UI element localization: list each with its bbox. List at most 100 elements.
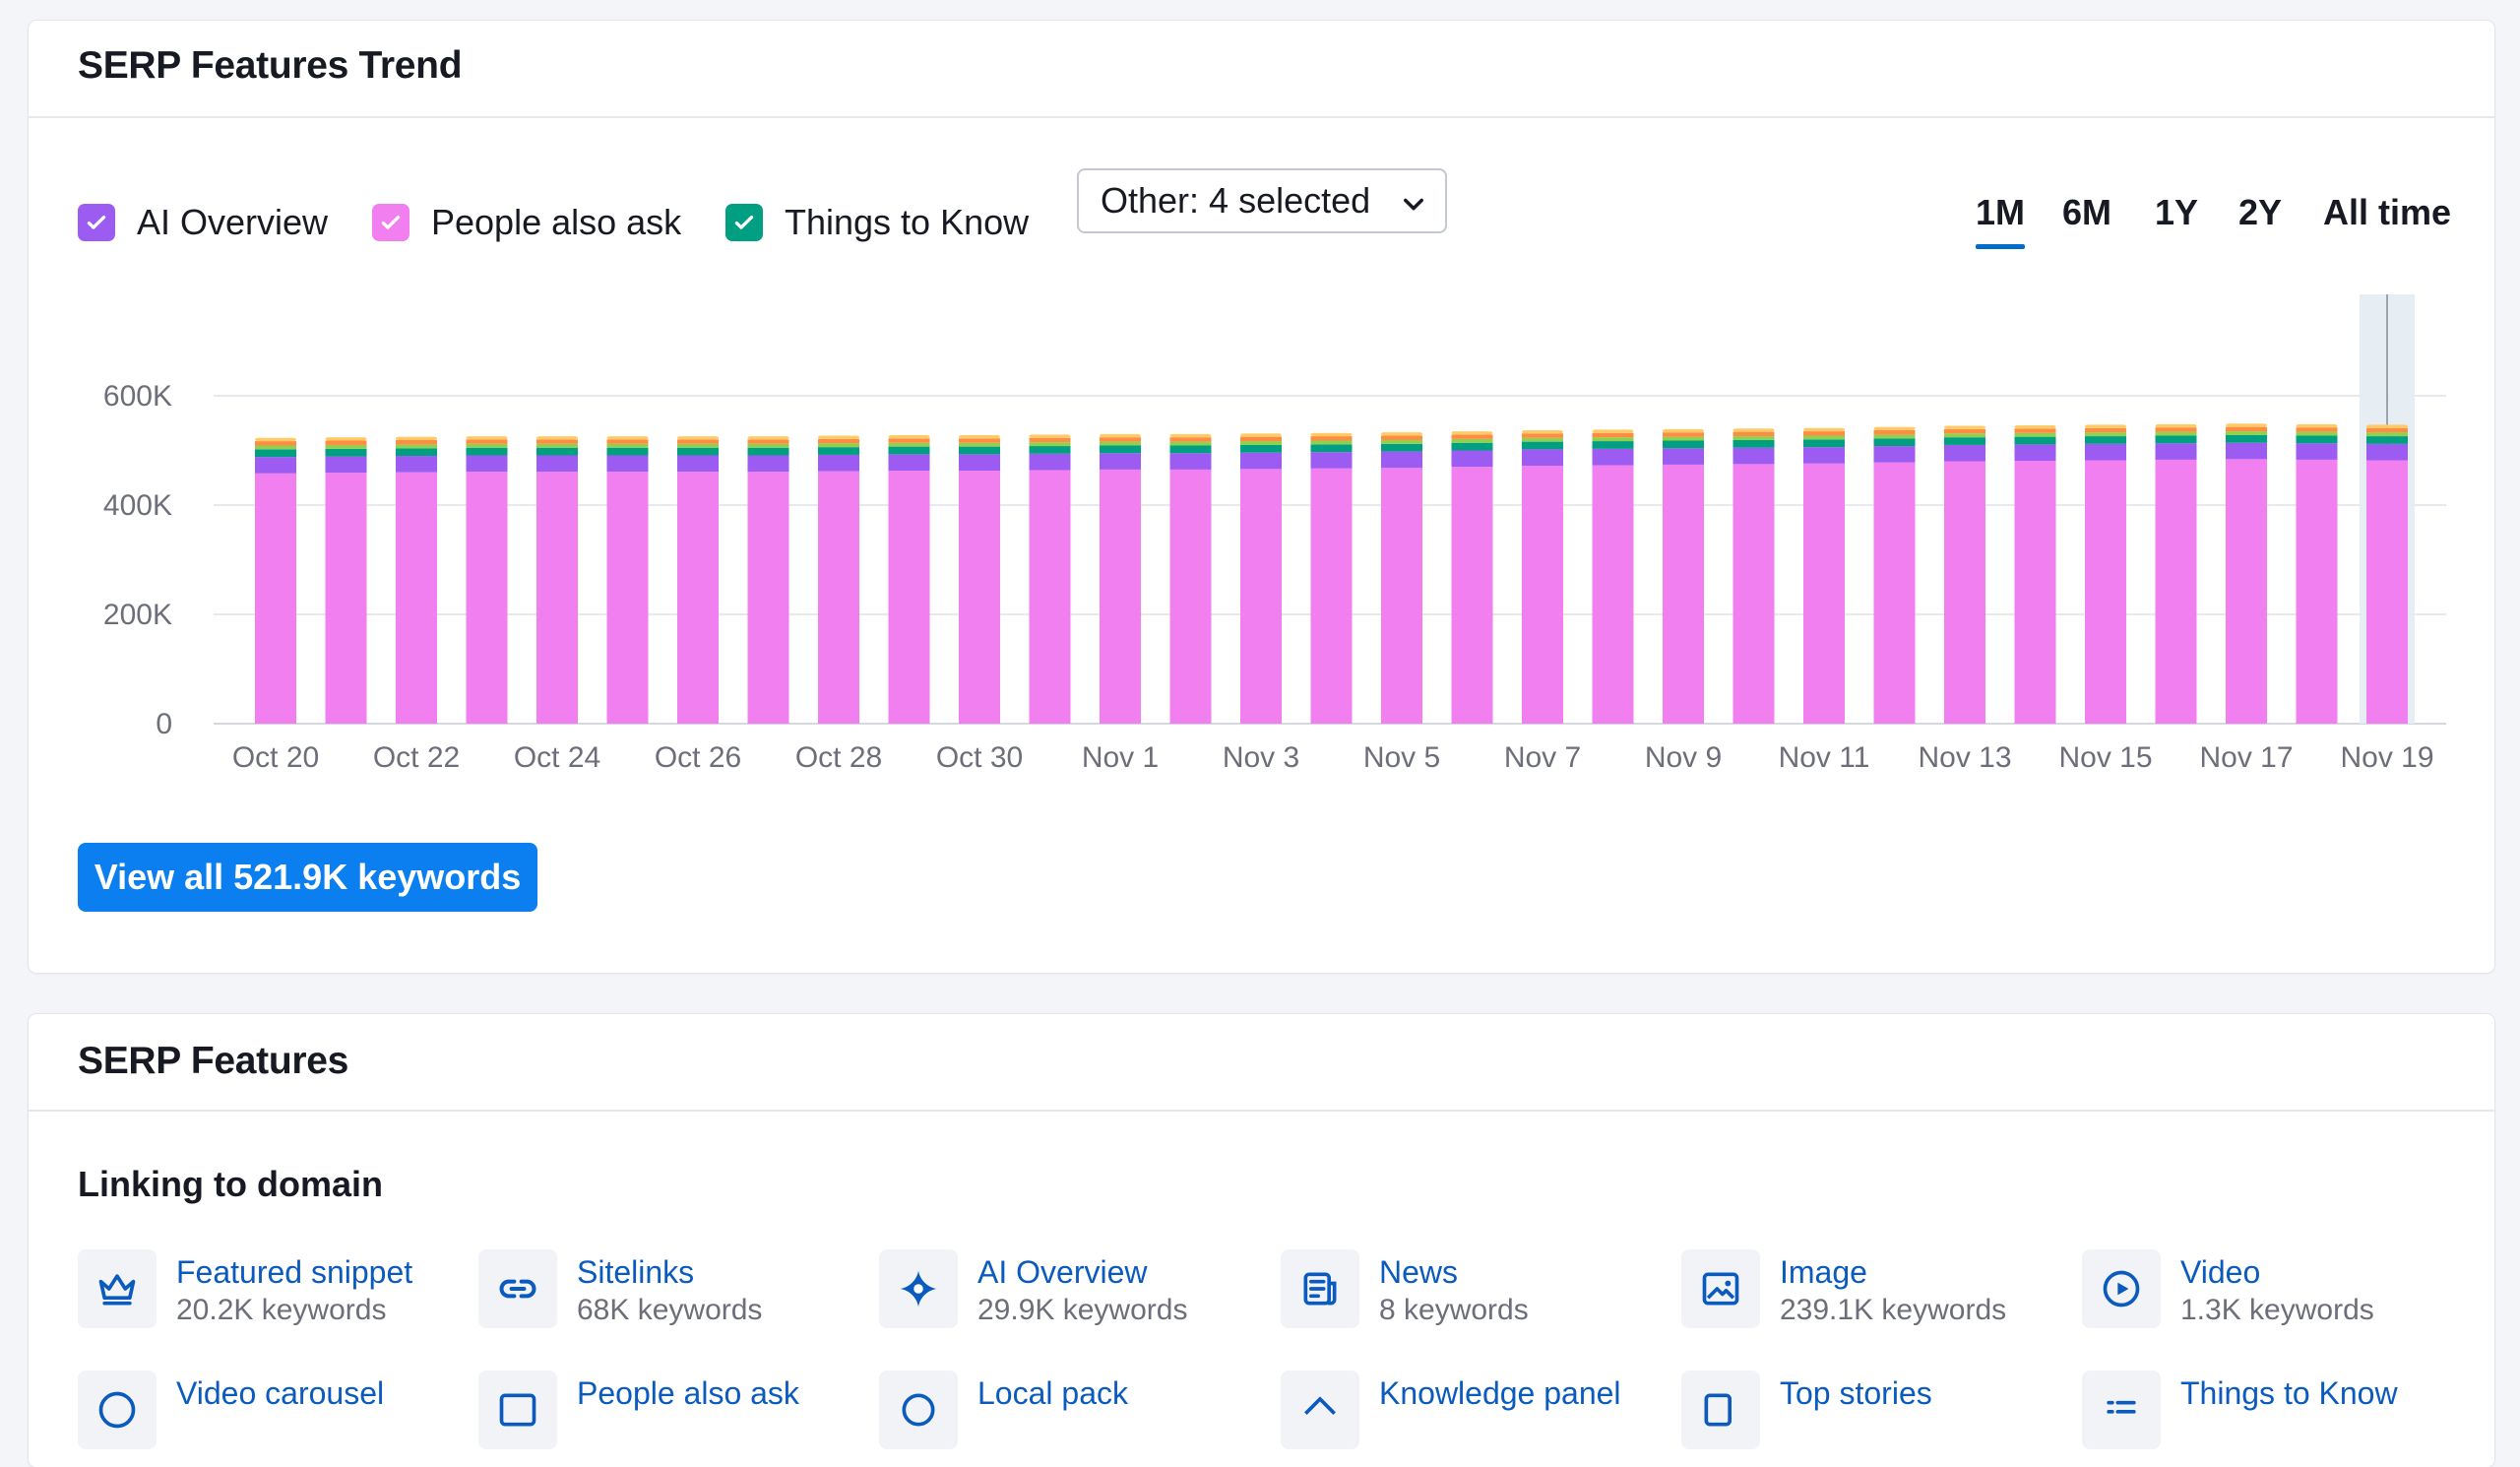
bar-segment	[1240, 441, 1282, 445]
view-all-keywords-button[interactable]: View all 521.9K keywords	[78, 843, 537, 912]
bar-segment	[1381, 432, 1422, 436]
tab-6m[interactable]: 6M	[2062, 192, 2112, 232]
feature-ai-overview[interactable]: AI Overview 29.9K keywords	[879, 1249, 1187, 1330]
bar-segment	[1944, 433, 1985, 438]
bar-stack[interactable]	[466, 436, 508, 724]
chevron-down-icon	[1404, 198, 1423, 211]
bar-stack[interactable]	[1451, 431, 1493, 724]
feature-name[interactable]: AI Overview	[977, 1254, 1148, 1290]
feature-name[interactable]: Top stories	[1780, 1375, 1932, 1411]
bar-segment	[1803, 431, 1845, 436]
legend-things-to-know[interactable]: Things to Know	[725, 180, 1029, 265]
feature-name[interactable]: Local pack	[977, 1375, 1128, 1411]
tab-1m[interactable]: 1M	[1976, 178, 2026, 249]
bar-segment	[1522, 429, 1563, 434]
bar-stack[interactable]	[677, 436, 719, 724]
bar-stack[interactable]	[888, 434, 930, 724]
bar-stack[interactable]	[2226, 423, 2267, 724]
bar-segment	[536, 472, 578, 724]
bar-stack[interactable]	[536, 436, 578, 724]
y-tick-label: 0	[156, 708, 172, 740]
feature-local-pack[interactable]: Local pack	[879, 1371, 1128, 1451]
bar-stack[interactable]	[1240, 433, 1282, 724]
bar-stack[interactable]	[396, 436, 437, 724]
bar-segment	[396, 448, 437, 457]
bar-segment	[1873, 434, 1916, 439]
tab-2y[interactable]: 2Y	[2238, 192, 2283, 232]
legend-people-also-ask[interactable]: People also ask	[372, 180, 681, 265]
bar-stack[interactable]	[1029, 434, 1071, 724]
feature-name[interactable]: Featured snippet	[176, 1254, 413, 1290]
bar-segment	[606, 439, 649, 444]
bar-stack[interactable]	[818, 435, 859, 724]
bar-stack[interactable]	[2360, 294, 2415, 724]
bar-stack[interactable]	[1522, 429, 1563, 724]
checkbox-checked-icon[interactable]	[725, 204, 763, 241]
bar-stack[interactable]	[255, 437, 296, 724]
feature-name[interactable]: News	[1379, 1254, 1459, 1290]
bar-stack[interactable]	[1169, 433, 1212, 724]
checkbox-checked-icon[interactable]	[372, 204, 410, 241]
bar-stack[interactable]	[2155, 423, 2197, 724]
bar-segment	[1310, 436, 1353, 441]
x-tick-label: Oct 24	[514, 741, 600, 774]
legend-label: Things to Know	[785, 202, 1030, 242]
bar-segment	[1592, 432, 1634, 438]
bar-stack[interactable]	[1100, 433, 1141, 724]
news-icon	[1281, 1249, 1359, 1328]
x-tick-label: Nov 5	[1363, 741, 1440, 774]
bar-stack[interactable]	[959, 434, 1000, 724]
bar-segment	[2085, 460, 2126, 724]
bar-stack[interactable]	[2085, 424, 2126, 724]
bar-stack[interactable]	[1663, 428, 1704, 724]
legend-ai-overview[interactable]: AI Overview	[78, 180, 328, 265]
bar-stack[interactable]	[1803, 427, 1845, 724]
bar-segment	[1240, 452, 1282, 470]
bar-segment	[2085, 443, 2126, 461]
feature-name[interactable]: Knowledge panel	[1379, 1375, 1621, 1411]
feature-name[interactable]: Image	[1780, 1254, 1867, 1290]
other-features-dropdown[interactable]: Other: 4 selected	[1077, 168, 1447, 233]
bar-stack[interactable]	[1310, 432, 1353, 724]
bar-stack[interactable]	[1873, 426, 1916, 724]
bar-segment	[325, 448, 367, 457]
feature-name[interactable]: Video carousel	[176, 1375, 385, 1411]
feature-things-to-know[interactable]: Things to Know	[2082, 1371, 2398, 1451]
x-tick-label: Nov 13	[1918, 741, 2011, 774]
bar-stack[interactable]	[1381, 432, 1422, 724]
bar-stack[interactable]	[1944, 425, 1985, 724]
bar-stack[interactable]	[1592, 429, 1634, 724]
feature-video[interactable]: Video 1.3K keywords	[2082, 1249, 2374, 1330]
bar-segment	[2226, 423, 2267, 427]
feature-knowledge-panel[interactable]: Knowledge panel	[1281, 1371, 1621, 1451]
bar-stack[interactable]	[1732, 428, 1775, 724]
bar-stack[interactable]	[2014, 424, 2056, 724]
bar-stack[interactable]	[606, 436, 649, 724]
tab-1y[interactable]: 1Y	[2155, 192, 2199, 232]
feature-sitelinks[interactable]: Sitelinks 68K keywords	[478, 1249, 762, 1330]
bar-segment	[2085, 424, 2126, 428]
feature-news[interactable]: News 8 keywords	[1281, 1249, 1529, 1330]
feature-image[interactable]: Image 239.1K keywords	[1681, 1249, 2006, 1330]
bar-segment	[2226, 442, 2267, 460]
feature-video-carousel[interactable]: Video carousel	[78, 1371, 384, 1451]
feature-name[interactable]: Video	[2180, 1254, 2261, 1290]
tab-all-time[interactable]: All time	[2323, 192, 2452, 232]
bar-segment	[1381, 451, 1422, 469]
feature-people-also-ask[interactable]: People also ask	[478, 1371, 799, 1451]
play-icon	[2082, 1249, 2161, 1328]
feature-name[interactable]: Things to Know	[2180, 1375, 2398, 1411]
feature-name[interactable]: People also ask	[577, 1375, 799, 1411]
bar-segment	[1451, 438, 1493, 443]
bar-stack[interactable]	[325, 437, 367, 724]
bar-stack[interactable]	[2296, 423, 2338, 724]
feature-top-stories[interactable]: Top stories	[1681, 1371, 1932, 1451]
bar-stack[interactable]	[747, 436, 789, 724]
bar-segment	[466, 443, 508, 448]
checkbox-checked-icon[interactable]	[78, 204, 115, 241]
feature-featured-snippet[interactable]: Featured snippet 20.2K keywords	[78, 1249, 412, 1330]
bar-segment	[888, 446, 930, 455]
bar-segment	[888, 471, 930, 724]
bar-segment	[2226, 434, 2267, 443]
feature-name[interactable]: Sitelinks	[577, 1254, 695, 1290]
